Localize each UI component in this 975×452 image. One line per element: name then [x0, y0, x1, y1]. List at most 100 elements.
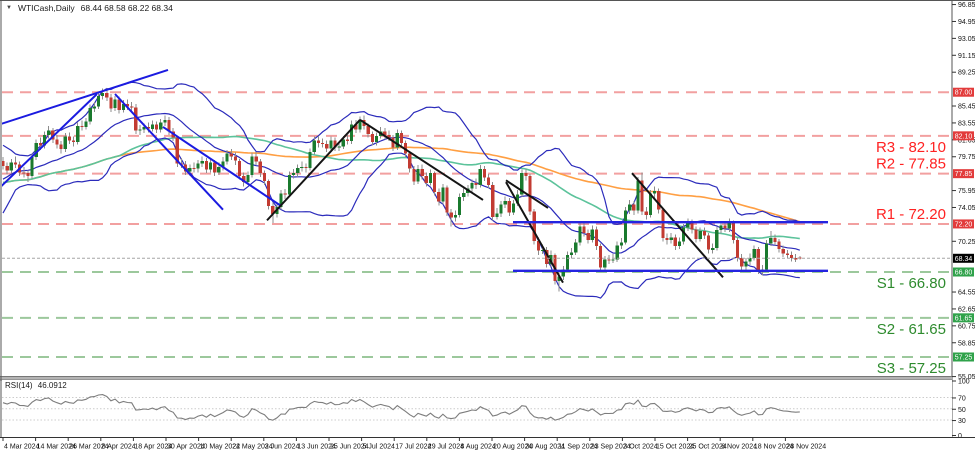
- candle-body: [88, 108, 92, 122]
- candle-body: [619, 242, 623, 246]
- rsi-pane[interactable]: [2, 380, 952, 437]
- candle-body: [640, 180, 644, 212]
- candle-body: [92, 106, 96, 109]
- price-tick-label: 83.55: [958, 120, 975, 127]
- candle-body: [607, 259, 611, 261]
- rsi-tick-label: 50: [958, 407, 966, 414]
- candle-body: [433, 173, 437, 192]
- candle-body: [395, 133, 399, 148]
- trendline-april-peak-downtrend[interactable]: [114, 93, 224, 211]
- level-label-S1[interactable]: S1 - 66.80: [877, 275, 946, 292]
- candle-body: [262, 173, 267, 182]
- price-tick-label: 58.85: [958, 340, 975, 347]
- trendline-june-uptrend[interactable]: [266, 119, 361, 222]
- candle-body: [698, 231, 702, 240]
- candle-body: [565, 255, 569, 270]
- candle-body: [769, 238, 773, 244]
- candle-body: [142, 126, 146, 130]
- date-tick-label: 8 Apr 2024: [102, 444, 136, 451]
- candle-body: [320, 142, 325, 144]
- candle-body: [657, 191, 661, 210]
- date-tick-label: 30 Apr 2024: [167, 444, 205, 451]
- candle-body: [80, 126, 84, 127]
- trendline-oct-downtrend[interactable]: [631, 172, 724, 278]
- trendline-april-second-downtrend[interactable]: [162, 126, 281, 207]
- candle-body: [474, 183, 478, 185]
- price-badge: 77.85: [953, 169, 974, 179]
- level-label-S2[interactable]: S2 - 61.65: [877, 321, 946, 338]
- candle-body: [399, 133, 403, 143]
- candle-body: [706, 235, 711, 250]
- candle-body: [516, 194, 520, 204]
- level-label-S3[interactable]: S3 - 57.25: [877, 360, 946, 377]
- candle-body: [250, 156, 254, 175]
- candle-body: [412, 168, 416, 182]
- candle-body: [125, 103, 130, 107]
- candle-body: [146, 126, 150, 129]
- candle-body: [134, 107, 138, 131]
- price-badge: 66.80: [953, 267, 974, 277]
- candle-body: [715, 230, 719, 248]
- candle-body: [291, 173, 296, 175]
- candle-body: [374, 135, 379, 142]
- price-badge-value: 68.34: [955, 256, 973, 263]
- candle-body: [478, 168, 482, 185]
- candle-body: [51, 130, 55, 140]
- candle-body: [648, 193, 652, 216]
- trendline-rising-channel-upper[interactable]: [0, 69, 169, 125]
- candle-body: [22, 172, 26, 174]
- candle-body: [495, 213, 499, 217]
- price-tick-label: 96.85: [958, 2, 975, 9]
- candle-body: [238, 160, 242, 176]
- candle-body: [690, 222, 694, 230]
- trendline-sep-downtrend[interactable]: [505, 181, 564, 284]
- candle-body: [408, 153, 412, 169]
- candle-body: [196, 163, 200, 169]
- candle-body: [354, 124, 358, 130]
- level-label-R2[interactable]: R2 - 77.85: [876, 156, 946, 173]
- level-label-R1[interactable]: R1 - 72.20: [876, 206, 946, 223]
- candle-body: [67, 136, 71, 141]
- candle-body: [341, 139, 345, 147]
- candle-body: [748, 257, 752, 262]
- candle-body: [109, 97, 113, 109]
- candle-body: [437, 191, 441, 202]
- candle-body: [105, 93, 109, 98]
- pane-divider[interactable]: [0, 376, 952, 381]
- rsi-axis[interactable]: 100 70 50 30 0: [952, 379, 970, 441]
- candle-body: [740, 257, 744, 267]
- candle-body: [491, 184, 495, 217]
- main-plot-area[interactable]: [2, 0, 952, 377]
- date-tick-label: 28 Nov 2024: [786, 444, 826, 451]
- candle-body: [101, 93, 105, 96]
- candle-body: [63, 136, 67, 150]
- candle-body: [719, 225, 723, 231]
- candle-body: [599, 246, 603, 268]
- price-axis[interactable]: 96.85 94.95 93.05 91.15 89.25 85.45 83.55 81.65…: [951, 0, 975, 437]
- candle-body: [175, 137, 179, 164]
- candle-body: [532, 211, 536, 241]
- candle-body: [225, 153, 229, 162]
- candle-body: [138, 129, 142, 131]
- level-label-R3[interactable]: R3 - 82.10: [876, 139, 946, 156]
- price-tick-label: 70.25: [958, 239, 975, 246]
- date-tick-label: 29 Jul 2024: [428, 444, 464, 451]
- candle-body: [765, 243, 769, 270]
- price-badge: 57.25: [953, 352, 974, 362]
- candle-body: [316, 140, 320, 143]
- candle-body: [329, 140, 333, 149]
- rsi-value: 46.0912: [37, 381, 67, 390]
- trendline-sep-wedge-upper[interactable]: [505, 179, 549, 209]
- price-badge-value: 57.25: [955, 354, 973, 361]
- rsi-tick-label: 100: [958, 379, 970, 386]
- candle-body: [524, 173, 528, 176]
- candle-body: [632, 204, 636, 211]
- main-chart-pane[interactable]: [0, 0, 952, 377]
- candle-body: [192, 167, 196, 169]
- trendline-july-downtrend[interactable]: [359, 118, 484, 201]
- date-tick-label: 4 Mar 2024: [4, 444, 40, 451]
- trendline-rising-channel-lower[interactable]: [0, 93, 98, 187]
